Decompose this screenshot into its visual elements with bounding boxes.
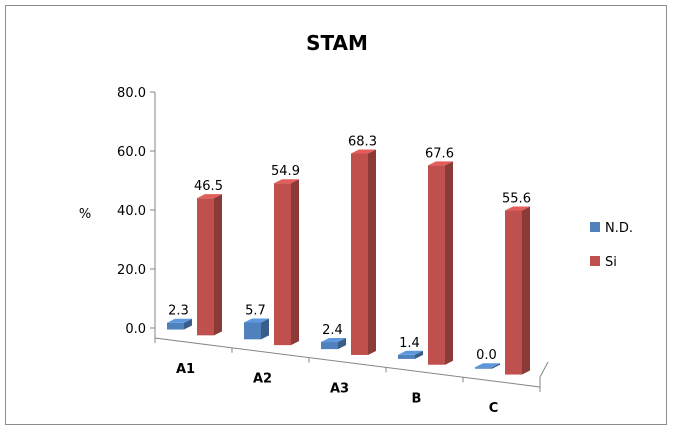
bar-top-face bbox=[321, 338, 346, 343]
x-tick-label: A2 bbox=[253, 372, 272, 387]
bar-front-face bbox=[505, 210, 522, 375]
data-label: 0.0 bbox=[476, 348, 497, 363]
bar-top-face bbox=[428, 161, 453, 166]
data-label: 55.6 bbox=[502, 192, 531, 207]
bar-top-face bbox=[274, 179, 299, 184]
bar-si-a1 bbox=[197, 194, 222, 336]
legend-label: N.D. bbox=[605, 221, 633, 236]
bar-nd-a1 bbox=[167, 318, 192, 330]
legend-swatch bbox=[590, 256, 600, 266]
bar-side-face bbox=[522, 206, 530, 375]
bar-si-b bbox=[428, 161, 453, 365]
chart-title: STAM bbox=[306, 31, 368, 55]
bar-top-face bbox=[351, 149, 376, 154]
bar-side-face bbox=[492, 363, 500, 369]
bar-front-face bbox=[274, 183, 291, 346]
bar-nd-a2 bbox=[244, 318, 269, 340]
bar-si-c bbox=[505, 206, 530, 375]
x-tick-label: C bbox=[489, 401, 499, 416]
bar-side-face bbox=[214, 194, 222, 336]
data-label: 2.3 bbox=[168, 304, 189, 319]
data-label: 54.9 bbox=[271, 164, 300, 179]
bar-side-face bbox=[184, 318, 192, 330]
bar-top-face bbox=[167, 318, 192, 323]
bar-si-a3 bbox=[351, 149, 376, 355]
data-label: 67.6 bbox=[425, 146, 454, 161]
bar-front-face bbox=[197, 198, 214, 336]
data-label: 46.5 bbox=[194, 179, 223, 194]
x-tick-label: B bbox=[412, 391, 422, 406]
chart-frame bbox=[5, 5, 667, 425]
bar-side-face bbox=[368, 149, 376, 355]
bar-nd-c bbox=[475, 363, 500, 369]
bar-front-face bbox=[351, 153, 368, 355]
bar-top-face bbox=[244, 318, 269, 323]
legend: N.D. Si bbox=[590, 221, 633, 270]
y-tick-label: 40.0 bbox=[117, 204, 146, 219]
bar-side-face bbox=[261, 318, 269, 340]
bar-side-face bbox=[338, 338, 346, 350]
bar-top-face bbox=[398, 350, 423, 355]
y-tick-label: 60.0 bbox=[117, 145, 146, 160]
bar-top-face bbox=[197, 194, 222, 199]
bar-front-face bbox=[475, 367, 492, 369]
data-label: 5.7 bbox=[245, 304, 266, 319]
bar-side-face bbox=[291, 179, 299, 346]
axes: 0.0 20.0 40.0 60.0 80.0 A1 A2 A3 B C bbox=[117, 86, 549, 416]
data-labels: 2.3 5.7 2.4 1.4 0.0 46.5 54.9 68.3 67.6 55.6 bbox=[168, 134, 531, 363]
data-label: 2.4 bbox=[322, 323, 343, 338]
data-label: 1.4 bbox=[399, 336, 420, 351]
y-tick-label: 0.0 bbox=[125, 322, 146, 337]
bars bbox=[167, 149, 530, 375]
bar-side-face bbox=[445, 161, 453, 365]
bar-side-face bbox=[415, 350, 423, 359]
bar-top-face bbox=[505, 206, 530, 211]
y-axis-label: % bbox=[79, 207, 91, 222]
legend-label: Si bbox=[605, 255, 617, 270]
bar-nd-a3 bbox=[321, 338, 346, 350]
bar-front-face bbox=[244, 322, 261, 340]
data-label: 68.3 bbox=[348, 134, 377, 149]
x-axis-floor-front bbox=[154, 328, 541, 388]
bar-front-face bbox=[398, 354, 415, 359]
bar-si-a2 bbox=[274, 179, 299, 346]
y-tick-label: 20.0 bbox=[117, 263, 146, 278]
x-tick-label: A1 bbox=[176, 362, 195, 377]
bar-top-face bbox=[475, 363, 500, 368]
bar-front-face bbox=[321, 342, 338, 350]
bar-front-face bbox=[428, 165, 445, 365]
y-tick-label: 80.0 bbox=[117, 86, 146, 101]
legend-swatch bbox=[590, 222, 600, 232]
x-tick-label: A3 bbox=[330, 382, 349, 397]
bar-front-face bbox=[167, 322, 184, 330]
bar-nd-b bbox=[398, 350, 423, 359]
x-axis-floor-side bbox=[539, 361, 549, 378]
